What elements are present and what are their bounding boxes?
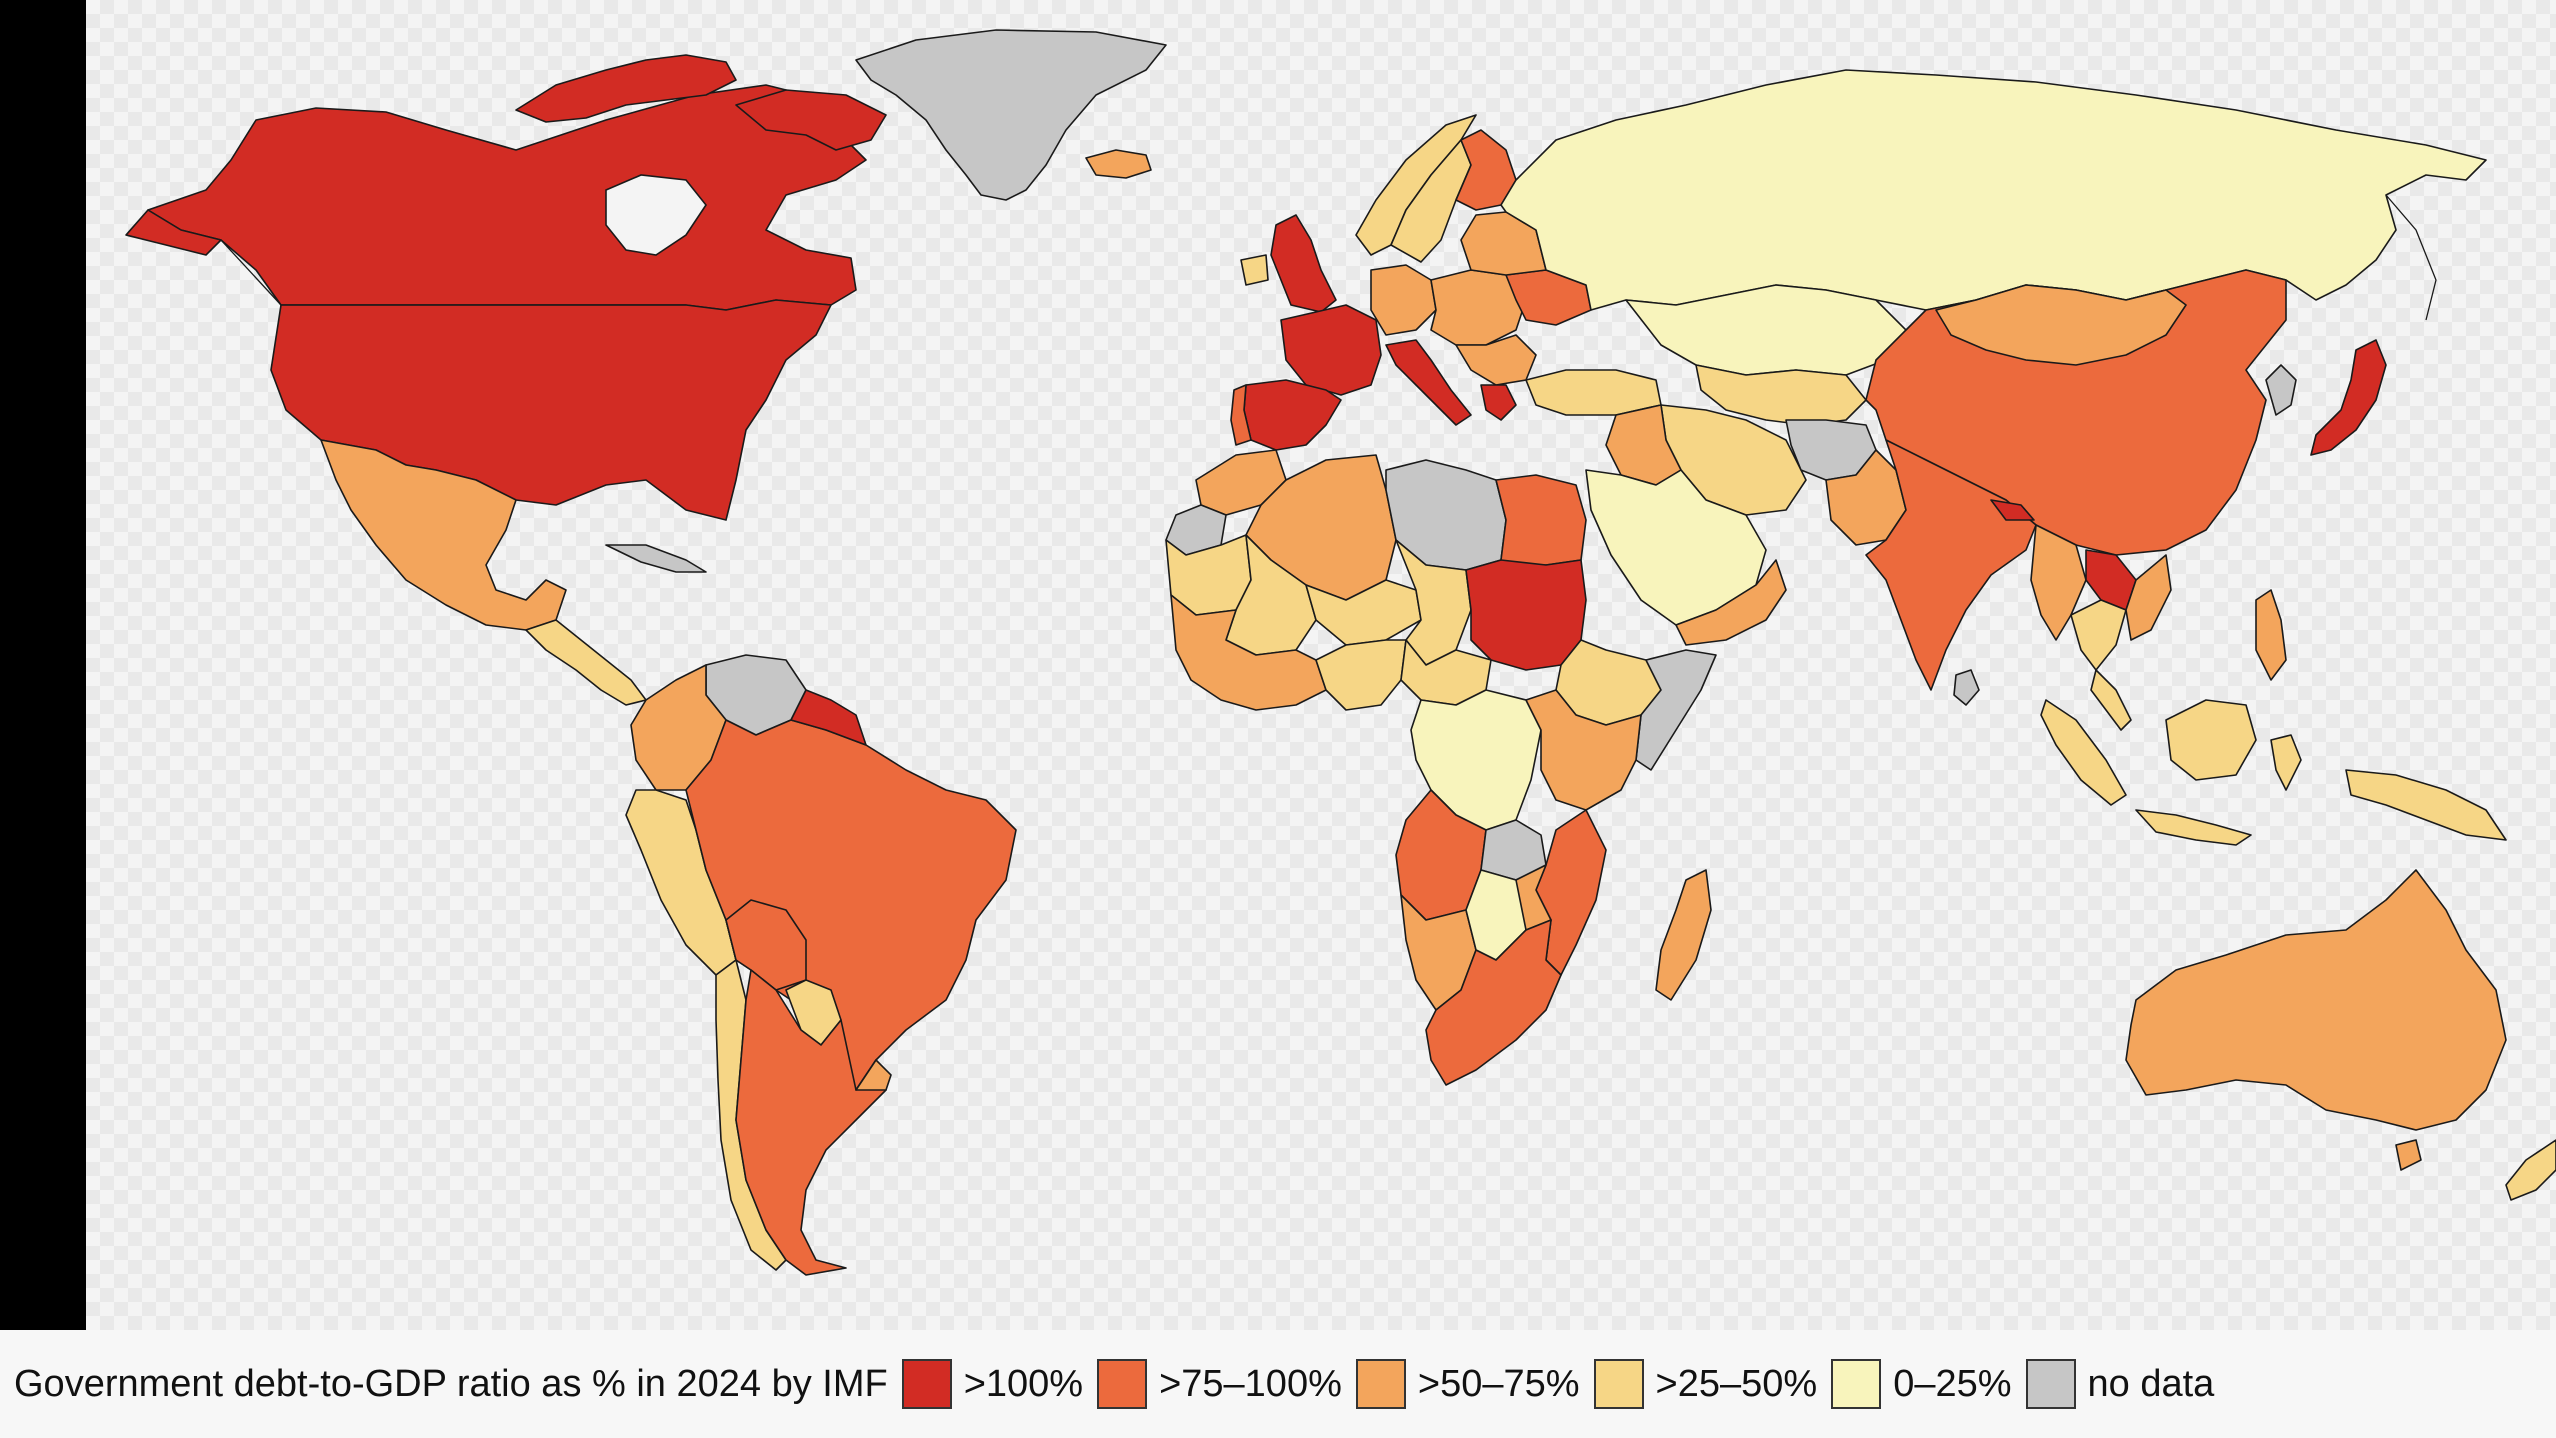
- region-iceland[interactable]: [1085, 149, 1152, 179]
- region-central-asia[interactable]: [1695, 364, 1867, 426]
- region-argentina[interactable]: [735, 969, 887, 1276]
- region-canada-baffin[interactable]: [735, 89, 887, 151]
- region-japan[interactable]: [2310, 339, 2387, 456]
- world-map: [86, 0, 2556, 1330]
- region-vietnam[interactable]: [2125, 554, 2172, 641]
- legend-label: >50–75%: [1417, 1362, 1580, 1405]
- region-mongolia[interactable]: [1935, 284, 2187, 366]
- region-russia[interactable]: [1500, 69, 2487, 311]
- region-greece[interactable]: [1480, 384, 1517, 421]
- region-turkey[interactable]: [1525, 369, 1662, 416]
- region-thailand[interactable]: [2070, 599, 2127, 671]
- region-tasmania[interactable]: [2395, 1139, 2422, 1171]
- region-australia[interactable]: [2125, 869, 2507, 1131]
- region-greenland[interactable]: [855, 29, 1167, 201]
- legend-swatch: [1593, 1359, 1644, 1409]
- region-sulawesi[interactable]: [2270, 734, 2302, 791]
- region-madagascar[interactable]: [1655, 869, 1712, 1001]
- legend-item: no data: [2025, 1359, 2215, 1409]
- region-germany[interactable]: [1370, 264, 1437, 336]
- region-new-zealand[interactable]: [2505, 1139, 2556, 1201]
- canada-alaska-border: [220, 239, 282, 306]
- region-nigeria[interactable]: [1315, 639, 1407, 711]
- region-egypt[interactable]: [1495, 474, 1587, 566]
- region-canada-arctic-islands[interactable]: [515, 54, 737, 123]
- region-portugal[interactable]: [1230, 384, 1252, 446]
- legend-item: >75–100%: [1097, 1359, 1342, 1409]
- region-balkans[interactable]: [1455, 334, 1537, 386]
- region-italy[interactable]: [1385, 339, 1472, 426]
- world-map-svg: [125, 29, 2556, 1276]
- region-borneo[interactable]: [2165, 699, 2257, 781]
- region-spain[interactable]: [1243, 379, 1342, 451]
- region-sudan[interactable]: [1465, 559, 1587, 671]
- legend-label: >75–100%: [1159, 1362, 1342, 1405]
- region-south-africa[interactable]: [1425, 919, 1562, 1086]
- russia-east-coast-line: [2385, 194, 2437, 321]
- region-uruguay[interactable]: [855, 1059, 892, 1091]
- legend-item: 0–25%: [1831, 1359, 2012, 1409]
- region-alaska[interactable]: [125, 209, 222, 256]
- region-united-kingdom[interactable]: [1270, 214, 1337, 313]
- legend-item: >100%: [901, 1359, 1084, 1409]
- region-korea[interactable]: [2265, 364, 2297, 416]
- region-malaysia-peninsula[interactable]: [2090, 669, 2132, 731]
- left-black-bar: [0, 0, 86, 1330]
- region-cuba[interactable]: [605, 544, 707, 573]
- hudson-bay: [605, 174, 707, 256]
- legend-swatch: [1831, 1359, 1882, 1409]
- region-ireland[interactable]: [1240, 254, 1269, 286]
- region-java[interactable]: [2135, 809, 2252, 846]
- legend-label: >25–50%: [1655, 1362, 1818, 1405]
- region-sumatra[interactable]: [2040, 699, 2127, 806]
- region-guianas[interactable]: [790, 689, 867, 746]
- region-philippines[interactable]: [2255, 589, 2287, 681]
- legend-swatch: [901, 1359, 952, 1409]
- map-legend: Government debt-to-GDP ratio as % in 202…: [0, 1330, 2556, 1438]
- legend-item: >50–75%: [1355, 1359, 1580, 1409]
- region-nepal[interactable]: [1990, 499, 2035, 521]
- legend-label: >100%: [963, 1362, 1084, 1405]
- region-east-africa[interactable]: [1525, 689, 1642, 811]
- region-mexico[interactable]: [320, 439, 567, 631]
- region-sri-lanka[interactable]: [1953, 669, 1980, 706]
- legend-label: 0–25%: [1893, 1362, 2012, 1405]
- legend-swatch: [1355, 1359, 1406, 1409]
- legend-swatch: [2025, 1359, 2076, 1409]
- region-saudi-arabia[interactable]: [1585, 469, 1767, 626]
- region-zimbabwe[interactable]: [1515, 864, 1552, 931]
- legend-item: >25–50%: [1593, 1359, 1818, 1409]
- region-somalia[interactable]: [1635, 649, 1717, 771]
- legend-label: no data: [2087, 1362, 2215, 1405]
- region-yemen-oman[interactable]: [1675, 559, 1787, 646]
- region-myanmar[interactable]: [2030, 524, 2087, 641]
- region-central-america[interactable]: [525, 619, 647, 706]
- region-france[interactable]: [1280, 304, 1382, 396]
- legend-swatch: [1097, 1359, 1148, 1409]
- region-papua[interactable]: [2345, 769, 2507, 841]
- legend-title: Government debt-to-GDP ratio as % in 202…: [14, 1362, 888, 1405]
